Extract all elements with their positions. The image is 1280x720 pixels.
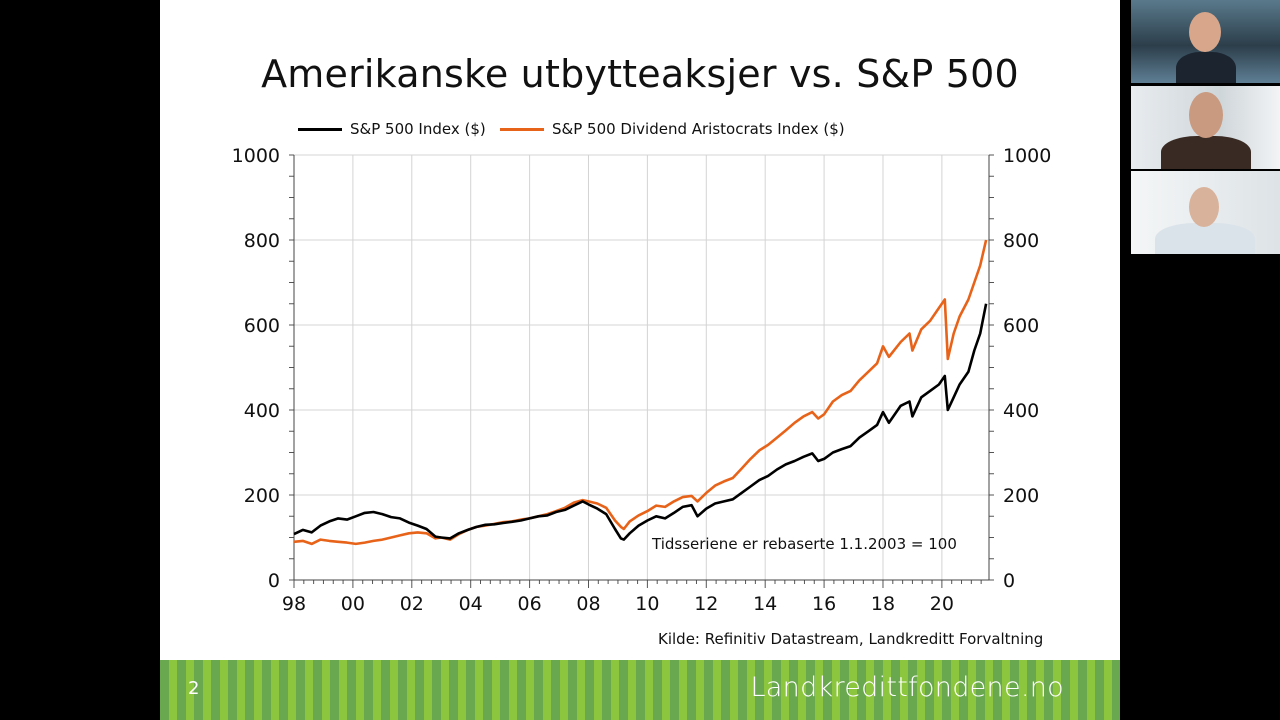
x-tick-label: 04 (459, 593, 483, 615)
series-line-sp500 (293, 303, 988, 541)
y-tick-label-right: 0 (1003, 570, 1015, 592)
legend-item-aristocrats: S&P 500 Dividend Aristocrats Index ($) (500, 120, 845, 138)
y-tick-label-left: 0 (268, 570, 280, 592)
x-tick-label: 06 (517, 593, 541, 615)
x-tick-label: 12 (694, 593, 718, 615)
participant-2-body (1161, 136, 1251, 169)
x-tick-label: 10 (635, 593, 659, 615)
source-note: Kilde: Refinitiv Datastream, Landkreditt… (658, 630, 1044, 648)
x-tick-label: 98 (282, 593, 306, 615)
x-tick-label: 18 (871, 593, 895, 615)
participant-video-2[interactable] (1131, 86, 1280, 169)
slide-title: Amerikanske utbytteaksjer vs. S&P 500 (261, 52, 1019, 96)
page-number: 2 (188, 678, 200, 699)
y-tick-label-left: 600 (244, 315, 280, 337)
rebase-note: Tidsseriene er rebaserte 1.1.2003 = 100 (652, 535, 957, 553)
participant-3-head (1189, 187, 1219, 227)
legend-item-sp500: S&P 500 Index ($) (298, 120, 486, 138)
y-tick-label-left: 200 (244, 485, 280, 507)
footer-bar: 2 Landkredittfondene.no (160, 660, 1120, 720)
legend-label-aristocrats: S&P 500 Dividend Aristocrats Index ($) (552, 120, 845, 138)
brand-logo-text: Landkredittfondene.no (750, 672, 1064, 703)
x-tick-label: 02 (400, 593, 424, 615)
x-tick-label: 16 (812, 593, 836, 615)
y-tick-label-left: 1000 (232, 145, 280, 167)
x-tick-label: 20 (930, 593, 954, 615)
y-tick-label-right: 1000 (1003, 145, 1051, 167)
y-tick-label-right: 800 (1003, 230, 1039, 252)
presentation-slide: Amerikanske utbytteaksjer vs. S&P 500 S&… (160, 0, 1120, 720)
participant-video-1[interactable] (1131, 0, 1280, 83)
participant-3-body (1155, 223, 1255, 254)
legend-swatch-sp500 (298, 127, 342, 131)
y-tick-label-right: 200 (1003, 485, 1039, 507)
legend-swatch-aristocrats (500, 127, 544, 131)
participant-2-head (1189, 92, 1223, 138)
y-tick-label-right: 600 (1003, 315, 1039, 337)
participant-video-3[interactable] (1131, 171, 1280, 254)
x-tick-label: 08 (576, 593, 600, 615)
participant-1-body (1176, 52, 1236, 83)
participant-1-head (1189, 12, 1221, 52)
x-tick-label: 00 (341, 593, 365, 615)
y-tick-label-left: 800 (244, 230, 280, 252)
legend-label-sp500: S&P 500 Index ($) (350, 120, 486, 138)
y-tick-label-left: 400 (244, 400, 280, 422)
y-tick-label-right: 400 (1003, 400, 1039, 422)
x-tick-label: 14 (753, 593, 777, 615)
series-line-aristocrats (293, 239, 988, 546)
